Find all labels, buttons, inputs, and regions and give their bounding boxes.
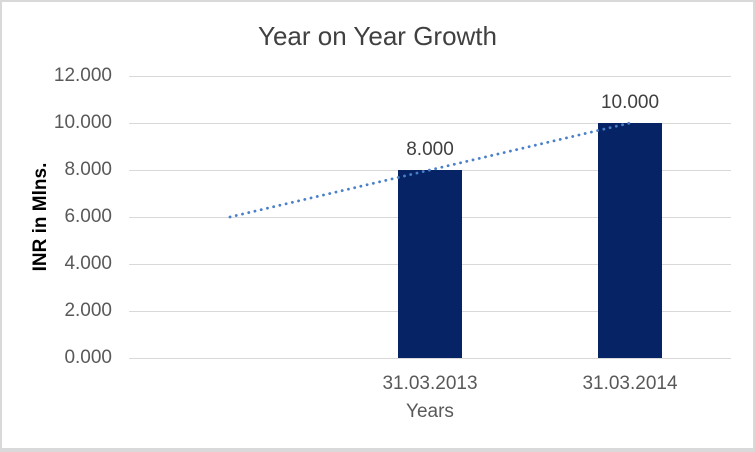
bar-data-label: 10.000	[600, 92, 660, 113]
gridline	[129, 122, 731, 124]
trendline-dotted	[228, 121, 632, 219]
y-tick-label: 6.000	[64, 206, 112, 227]
gridline	[129, 75, 731, 77]
y-tick-label: 12.000	[53, 65, 112, 86]
y-tick-label: 2.000	[64, 300, 112, 321]
y-tick-label: 8.000	[64, 159, 112, 180]
y-tick-label: 4.000	[64, 253, 112, 274]
bar	[598, 123, 662, 358]
y-tick-label: 10.000	[53, 112, 112, 133]
chart-title: Year on Year Growth	[258, 21, 497, 51]
gridline	[129, 357, 731, 359]
bar-data-label: 8.000	[406, 139, 454, 160]
x-category-label: 31.03.2013	[382, 373, 478, 394]
x-axis-title: Years	[406, 401, 454, 422]
x-category-label: 31.03.2014	[582, 373, 678, 394]
bar	[398, 170, 462, 358]
y-tick-label: 0.000	[64, 347, 112, 368]
